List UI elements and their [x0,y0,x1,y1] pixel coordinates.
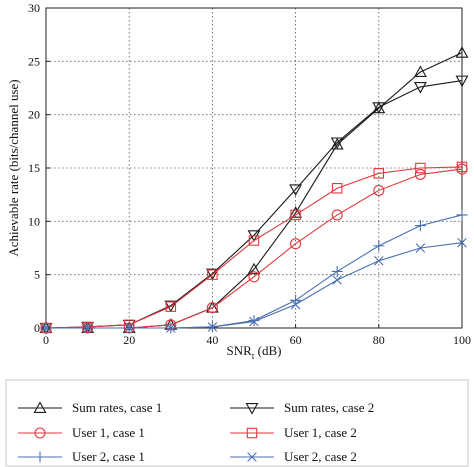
data-point [331,183,343,194]
data-point [415,243,426,253]
data-point [248,235,260,246]
x-tick-label: 0 [43,333,49,347]
legend-marker [33,401,47,413]
legend: Sum rates, case 1 Sum rates, case 2 User 1… [18,400,374,464]
series-4 [40,161,468,334]
data-point [124,323,134,333]
data-point [372,102,386,114]
data-point [207,269,218,280]
data-point [290,209,301,221]
data-point [207,322,218,332]
data-point [413,81,427,94]
legend-box [5,379,469,467]
legend-item: User 1, case 2 [230,425,357,440]
data-point [455,75,469,88]
legend-marker [34,427,46,439]
y-tick-label: 20 [28,108,40,122]
data-point [41,323,51,333]
data-point [373,240,385,252]
legend-item: User 1, case 1 [18,425,145,440]
data-point [247,262,261,275]
data-point [290,238,302,250]
data-point [289,206,303,218]
legend-label: Sum rates, case 1 [72,400,162,415]
data-point [248,271,260,283]
data-point [456,209,468,221]
data-point [413,65,427,77]
data-point [331,209,343,221]
legend-label: User 2, case 1 [72,449,145,464]
x-axis-label-base: SNR [227,343,253,358]
y-axis-label: Achievable rate (bits/channel use) [6,79,21,256]
y-tick-label: 5 [34,268,40,282]
data-point [373,184,385,196]
data-point [165,301,177,312]
legend-label: User 2, case 2 [284,449,357,464]
data-point [205,301,219,313]
legend-marker [34,451,46,463]
data-point [289,184,303,196]
series-line [46,168,463,329]
x-axis-label-unit: (dB) [254,343,281,358]
legend-marker [245,403,259,415]
x-axis-label: SNRt (dB) [227,343,282,361]
data-point [331,265,343,277]
data-point [332,275,342,285]
data-point [249,316,259,327]
y-tick-label: 30 [28,1,40,15]
legend-marker [246,427,258,439]
data-point [82,323,93,333]
data-point [166,323,176,333]
x-tick-label: 100 [453,333,471,347]
series-layer [39,46,469,335]
data-point [414,168,426,180]
legend-marker [247,452,257,462]
series-3 [40,163,468,334]
legend-label: Sum rates, case 2 [284,400,374,415]
legend-label: User 1, case 1 [72,425,145,440]
series-line [46,52,463,329]
data-point [414,220,426,232]
data-point [373,168,385,179]
x-tick-label: 20 [123,333,135,347]
axis-ticks: 0 20 40 60 80 100 0 5 10 15 20 25 30 [28,1,471,347]
x-tick-label: 80 [373,333,385,347]
legend-item: User 2, case 1 [18,449,145,464]
series-line [45,79,463,329]
series-1 [39,46,469,333]
x-axis-label-subscript: t [252,351,255,361]
grid-lines [46,8,462,328]
data-point [374,256,384,266]
legend-item: Sum rates, case 2 [230,400,374,415]
series-6 [41,237,467,333]
data-point [330,137,344,150]
legend-item: Sum rates, case 1 [18,400,162,415]
legend-item: User 2, case 2 [230,449,357,464]
data-point [415,162,426,174]
y-tick-label: 25 [28,54,40,68]
y-tick-label: 10 [28,214,40,228]
data-point [455,46,469,58]
x-tick-label: 60 [290,333,302,347]
y-tick-label: 15 [28,161,40,175]
y-tick-label: 0 [34,321,40,335]
data-point [206,302,218,314]
x-tick-label: 40 [206,333,218,347]
data-point [290,299,301,310]
data-point [205,268,219,281]
legend-label: User 1, case 2 [284,425,357,440]
data-point [456,161,468,173]
data-point [457,237,467,248]
data-point [164,300,178,313]
series-line [45,166,463,329]
